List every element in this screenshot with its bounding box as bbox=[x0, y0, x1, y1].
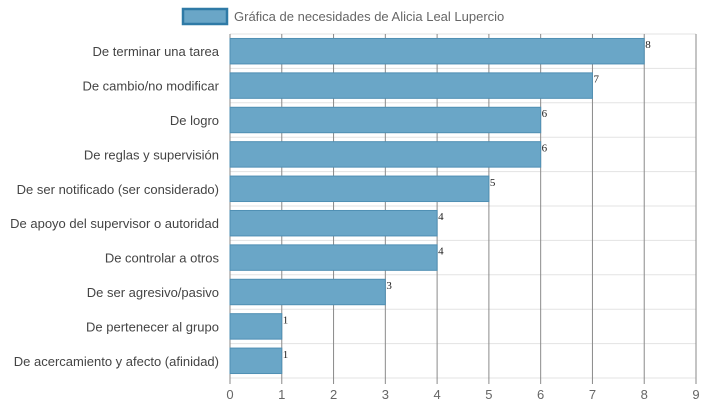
category-label: De ser agresivo/pasivo bbox=[87, 285, 219, 300]
bars bbox=[229, 37, 645, 375]
category-label: De terminar una tarea bbox=[93, 44, 220, 59]
category-label: De pertenecer al grupo bbox=[86, 319, 219, 334]
bar[interactable] bbox=[229, 313, 283, 340]
bar[interactable] bbox=[229, 347, 283, 375]
legend-label: Gráfica de necesidades de Alicia Leal Lu… bbox=[234, 9, 504, 24]
category-label: De logro bbox=[170, 113, 219, 128]
bar[interactable] bbox=[229, 37, 645, 65]
data-labels: 8 7 6 6 5 4 4 3 1 1 bbox=[283, 39, 651, 361]
x-tick-label: 7 bbox=[589, 387, 596, 402]
x-tick-label: 9 bbox=[692, 387, 699, 402]
data-label: 6 bbox=[542, 108, 548, 120]
category-label: De reglas y supervisión bbox=[84, 147, 219, 162]
category-label: De cambio/no modificar bbox=[82, 79, 219, 94]
category-label: De controlar a otros bbox=[105, 251, 220, 266]
x-tick-label: 8 bbox=[641, 387, 648, 402]
bar[interactable] bbox=[229, 244, 438, 271]
x-tick-label: 5 bbox=[485, 387, 492, 402]
data-label: 5 bbox=[490, 177, 496, 189]
bar[interactable] bbox=[229, 175, 490, 203]
data-label: 1 bbox=[283, 314, 289, 326]
x-tick-label: 1 bbox=[278, 387, 285, 402]
category-label: De ser notificado (ser considerado) bbox=[17, 182, 219, 197]
data-label: 1 bbox=[283, 349, 289, 361]
chart-legend[interactable]: Gráfica de necesidades de Alicia Leal Lu… bbox=[181, 7, 504, 26]
legend-swatch bbox=[181, 7, 229, 26]
bar[interactable] bbox=[229, 278, 386, 306]
x-tick-label: 4 bbox=[433, 387, 440, 402]
data-label: 7 bbox=[593, 74, 599, 86]
bar[interactable] bbox=[229, 72, 593, 99]
data-label: 4 bbox=[438, 211, 444, 223]
data-label: 3 bbox=[386, 280, 392, 292]
bar[interactable] bbox=[229, 209, 438, 237]
bar[interactable] bbox=[229, 106, 542, 134]
data-label: 4 bbox=[438, 246, 444, 258]
x-tick-label: 0 bbox=[226, 387, 233, 402]
category-label: De acercamiento y afecto (afinidad) bbox=[14, 354, 219, 369]
x-tick-label: 6 bbox=[537, 387, 544, 402]
x-tick-label: 2 bbox=[330, 387, 337, 402]
bar[interactable] bbox=[229, 141, 542, 168]
category-label: De apoyo del supervisor o autoridad bbox=[10, 216, 219, 231]
x-axis-tick-labels: 0 1 2 3 4 5 6 7 8 9 bbox=[226, 387, 699, 402]
x-tick-label: 3 bbox=[382, 387, 389, 402]
category-labels: De terminar una tarea De cambio/no modifi… bbox=[10, 44, 220, 369]
data-label: 8 bbox=[645, 39, 651, 51]
data-label: 6 bbox=[542, 142, 548, 154]
